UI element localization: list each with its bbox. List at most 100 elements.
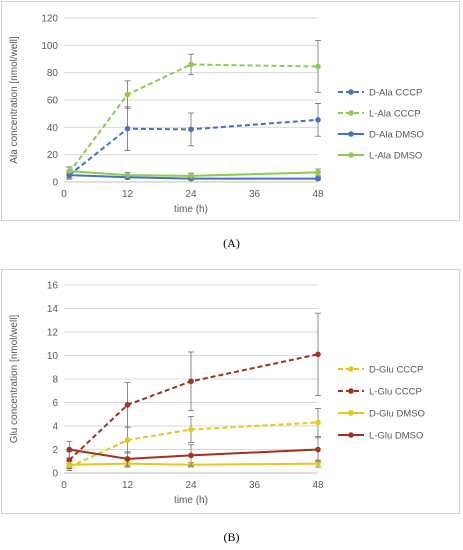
x-tick-label: 36 [249, 189, 261, 200]
series-line-d-ala-dmso [69, 174, 318, 180]
data-point [188, 378, 194, 385]
legend-label: L-Ala DMSO [369, 151, 422, 162]
data-point [188, 426, 194, 433]
legend-item-l-glu-cccp: L-Glu CCCP [338, 387, 422, 398]
panel-label-a: (A) [223, 236, 240, 250]
y-axis-label: Glu concentration [nmol/well] [9, 315, 20, 444]
x-tick-label: 48 [312, 480, 324, 491]
data-point [315, 63, 321, 70]
data-point [124, 402, 131, 408]
data-point [315, 175, 321, 182]
y-tick-label: 10 [47, 351, 59, 362]
data-point [124, 456, 131, 462]
data-point [188, 126, 194, 133]
series-line-l-ala-dmso [69, 170, 319, 177]
y-tick-label: 80 [47, 68, 59, 79]
chart-panel-a: 0 20 40 60 80 100 120 0 12 24 36 48 time (h) Ala conc… [0, 0, 463, 260]
y-tick-label: 2 [52, 445, 58, 456]
series-l-ala-cccp [66, 40, 321, 179]
data-point [315, 117, 321, 123]
legend-item-l-ala-cccp: L-Ala CCCP [338, 109, 421, 120]
legend-swatch-marker [348, 366, 354, 372]
legend-label: L-Glu CCCP [369, 387, 422, 398]
y-tick-label: 4 [52, 422, 58, 433]
series-l-glu-cccp [66, 312, 321, 469]
series-line-d-glu-dmso [69, 462, 319, 466]
legend-swatch-marker [348, 152, 354, 158]
legend-item-l-glu-dmso: L-Glu DMSO [338, 431, 423, 442]
x-tick-label: 0 [61, 189, 67, 200]
data-point [124, 437, 131, 443]
y-tick-label: 14 [47, 304, 59, 315]
y-tick-label: 0 [52, 178, 58, 189]
legend-swatch-marker [348, 432, 354, 438]
legend-label: D-Glu CCCP [369, 365, 423, 376]
legend-item-d-glu-dmso: D-Glu DMSO [338, 409, 425, 420]
x-axis-label: time (h) [174, 204, 208, 215]
data-point [124, 172, 131, 178]
series-d-ala-cccp [66, 103, 321, 180]
series-d-glu-cccp [66, 407, 321, 472]
data-point [188, 173, 194, 179]
data-point [315, 460, 321, 467]
chart-panel-b: 0 2 4 6 8 10 12 14 16 0 12 24 36 48 time (h) Glu concen… [0, 268, 463, 550]
series-line-d-ala-cccp [68, 118, 319, 176]
y-tick-label: 60 [47, 96, 59, 107]
x-tick-label: 48 [312, 189, 324, 200]
legend-item-d-glu-cccp: D-Glu CCCP [338, 365, 423, 376]
data-point [315, 419, 321, 426]
data-point [66, 461, 73, 468]
series-d-ala-dmso [66, 172, 321, 182]
y-tick-label: 6 [52, 398, 58, 409]
legend-swatch-marker [348, 410, 354, 416]
chart-a-svg: 0 20 40 60 80 100 120 0 12 24 36 48 time (h) Ala conc… [9, 14, 424, 216]
x-tick-label: 0 [61, 480, 67, 491]
data-point [315, 351, 321, 358]
series-l-ala-dmso [66, 166, 321, 179]
y-axis-label: Ala concentration [nmol/well] [9, 36, 20, 164]
y-tick-label: 0 [52, 469, 58, 480]
y-tick-label: 16 [47, 281, 59, 292]
y-tick-label: 8 [52, 375, 58, 386]
data-point [188, 61, 194, 68]
x-axis-label: time (h) [174, 495, 208, 506]
series-line-l-ala-cccp [68, 63, 319, 174]
x-tick-label: 12 [122, 480, 134, 491]
legend-swatch-marker [348, 89, 354, 95]
x-tick-label: 12 [122, 189, 134, 200]
legend-label: D-Ala DMSO [369, 130, 424, 141]
chart-frame [1, 269, 460, 514]
y-tick-label: 40 [47, 123, 59, 134]
data-point [124, 125, 131, 132]
data-point [124, 91, 131, 98]
legend-swatch-marker [348, 131, 354, 137]
legend-item-d-ala-dmso: D-Ala DMSO [338, 130, 424, 141]
y-tick-label: 20 [47, 150, 59, 161]
series-line-l-glu-dmso [69, 448, 319, 460]
x-tick-label: 24 [185, 480, 197, 491]
data-point [66, 446, 73, 453]
series-d-glu-dmso [66, 459, 321, 469]
data-point [188, 452, 194, 459]
legend-item-d-ala-cccp: D-Ala CCCP [338, 88, 422, 99]
series-line-l-glu-cccp [68, 353, 319, 461]
y-tick-label: 12 [47, 328, 59, 339]
series-l-glu-dmso [66, 437, 321, 467]
legend-label: L-Glu DMSO [369, 431, 423, 442]
data-point [315, 169, 321, 176]
legend-item-l-ala-dmso: L-Ala DMSO [338, 151, 422, 162]
data-point [315, 446, 321, 453]
legend-swatch-marker [348, 110, 354, 116]
data-point [66, 168, 73, 174]
chart-frame [1, 1, 460, 221]
legend-swatch-marker [348, 388, 354, 394]
x-tick-label: 36 [249, 480, 261, 491]
legend-label: D-Glu DMSO [369, 409, 425, 420]
panel-label-b: (B) [223, 530, 240, 544]
y-tick-label: 120 [41, 14, 58, 25]
legend-label: D-Ala CCCP [369, 88, 422, 99]
legend-label: L-Ala CCCP [369, 109, 421, 120]
x-tick-label: 24 [185, 189, 197, 200]
y-tick-label: 100 [41, 41, 58, 52]
